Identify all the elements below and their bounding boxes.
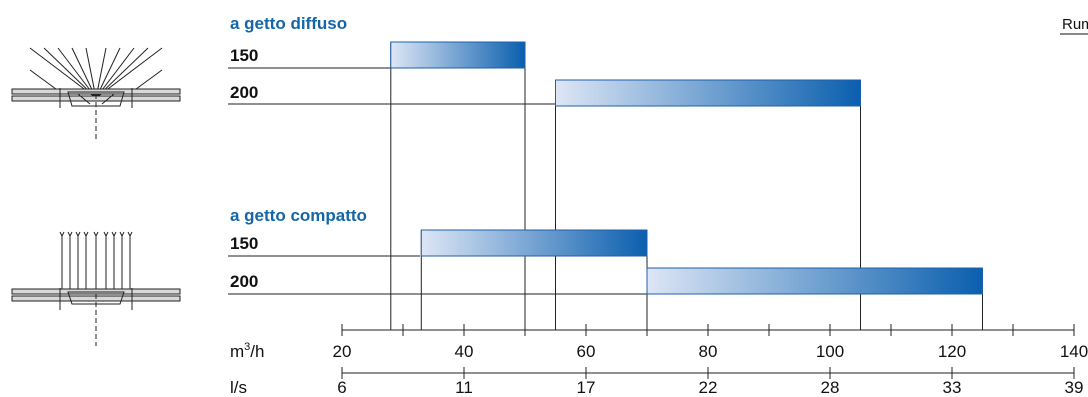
axis-m3h-tick-label: 100 xyxy=(816,342,844,361)
row-label-compact-150: 150 xyxy=(230,234,258,253)
axis-ls-tick-label: 33 xyxy=(943,378,962,397)
axis-m3h-tick-label: 120 xyxy=(938,342,966,361)
axis-m3h-tick-label: 80 xyxy=(699,342,718,361)
range-bar-compact-200 xyxy=(646,267,983,295)
axis-ls-tick-label: 22 xyxy=(699,378,718,397)
section-title-diffuse: a getto diffuso xyxy=(230,14,347,33)
axis-m3h-unit: m3/h xyxy=(230,341,264,361)
diffuse-jet-diffuser-icon xyxy=(11,47,181,142)
row-label-diffuse-200: 200 xyxy=(230,83,258,102)
axis-ls-unit: l/s xyxy=(230,378,247,397)
corner-label: Rum xyxy=(1062,16,1088,33)
range-bar-diffuse-150 xyxy=(390,41,526,69)
axis-ls-tick-label: 39 xyxy=(1065,378,1084,397)
axis-ls-tick-label: 6 xyxy=(337,378,346,397)
row-label-diffuse-150: 150 xyxy=(230,46,258,65)
section-title-compact: a getto compatto xyxy=(230,206,367,225)
axis-ls-tick-label: 17 xyxy=(577,378,596,397)
range-bar-diffuse-200 xyxy=(555,79,861,107)
axis-ls-tick-label: 11 xyxy=(455,378,473,397)
range-bar-compact-150 xyxy=(420,229,648,257)
axis-m3h-tick-label: 60 xyxy=(577,342,596,361)
axis-m3h-tick-label: 140 xyxy=(1060,342,1088,361)
axis-m3h-tick-label: 40 xyxy=(455,342,474,361)
axis-m3h-tick-label: 20 xyxy=(333,342,352,361)
compact-jet-diffuser-icon xyxy=(11,231,181,346)
axis-ls-tick-label: 28 xyxy=(821,378,840,397)
row-label-compact-200: 200 xyxy=(230,272,258,291)
